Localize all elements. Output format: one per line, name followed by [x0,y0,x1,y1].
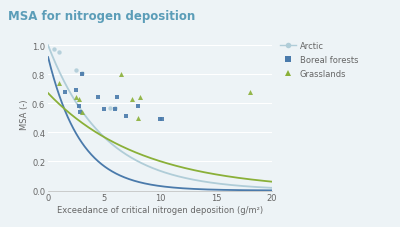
Point [137,96,143,100]
Point [101,108,107,111]
Point [50,48,57,52]
Point [78,111,85,114]
Point [76,98,82,101]
Point [246,90,253,94]
Point [106,106,113,110]
Point [73,96,79,100]
Point [56,82,62,85]
X-axis label: Exceedance of critical nitrogen deposition (g/m²): Exceedance of critical nitrogen depositi… [57,205,263,214]
Point [78,73,85,77]
Y-axis label: MSA (-): MSA (-) [20,99,29,130]
Point [159,118,166,121]
Legend: Arctic, Boreal forests, Grasslands: Arctic, Boreal forests, Grasslands [276,38,361,82]
Point [112,108,118,111]
Point [77,111,84,114]
Point [134,105,141,109]
Point [157,118,163,121]
Point [56,51,62,55]
Point [134,116,141,120]
Point [118,73,124,77]
Point [112,106,118,110]
Point [114,96,121,100]
Text: MSA for nitrogen deposition: MSA for nitrogen deposition [8,10,195,23]
Point [129,98,135,101]
Point [123,115,130,119]
Point [76,105,82,109]
Point [62,90,68,94]
Point [73,69,79,72]
Point [78,72,85,75]
Point [73,89,79,93]
Point [95,96,102,100]
